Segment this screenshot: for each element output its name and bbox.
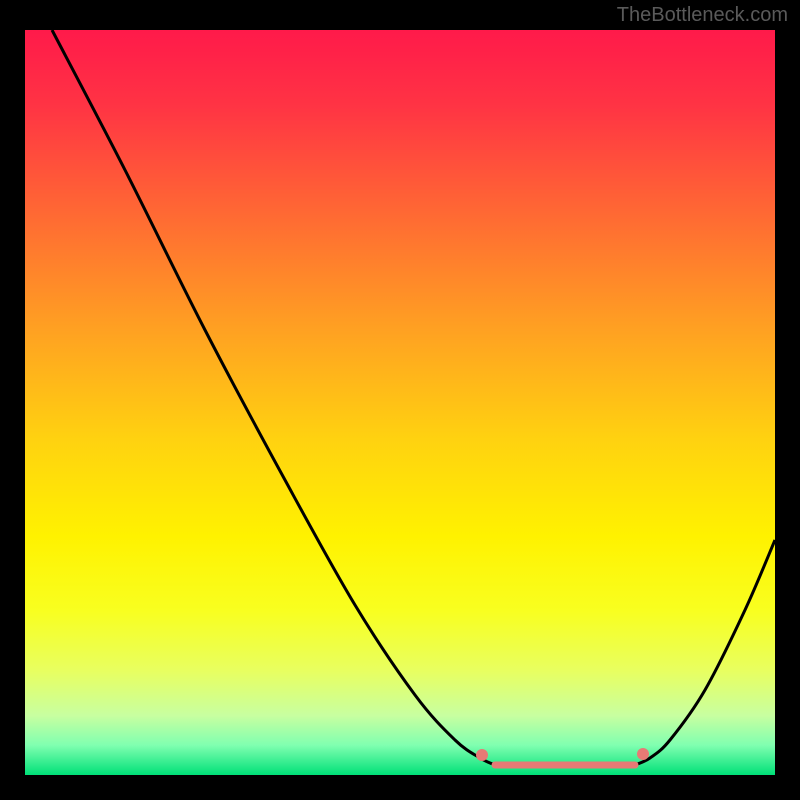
curve-left-branch: [52, 30, 495, 765]
plot-area: [25, 30, 775, 775]
curve-right-branch: [635, 540, 775, 765]
curve-layer: [25, 30, 775, 775]
flat-segment-left-dot: [476, 749, 488, 761]
attribution-text: TheBottleneck.com: [617, 4, 788, 27]
flat-segment-right-dot: [637, 748, 649, 760]
